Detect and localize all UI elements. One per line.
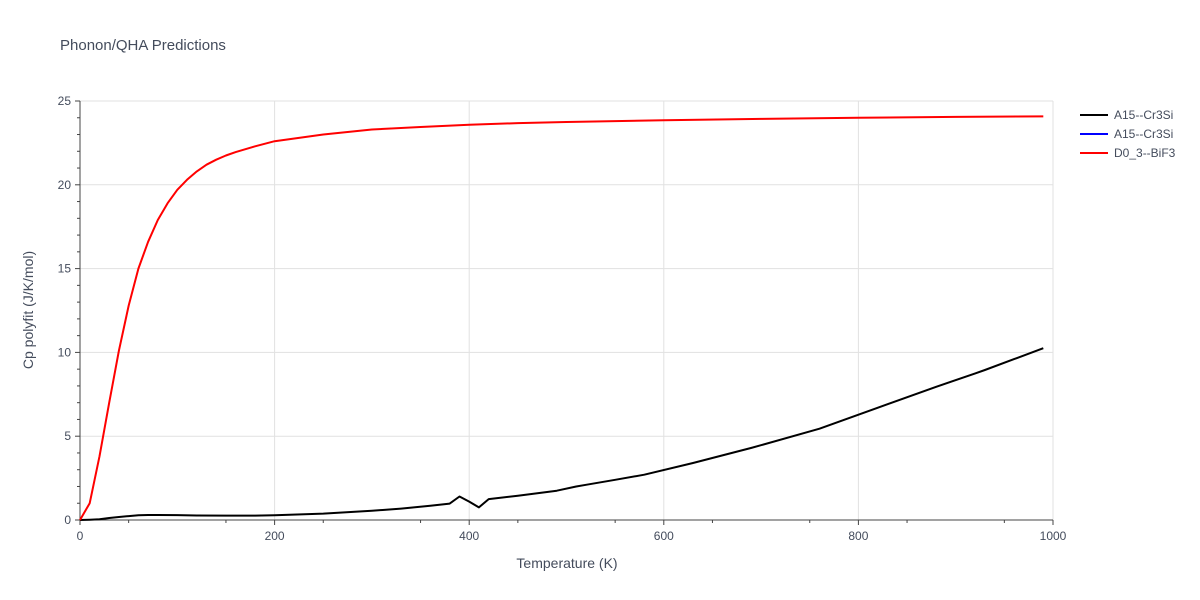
- legend-item-label[interactable]: D0_3--BiF3: [1114, 146, 1176, 160]
- legend[interactable]: A15--Cr3Si A15--Cr3Si D0_3--BiF3: [1080, 108, 1176, 160]
- series-line-2: [79, 115, 1044, 521]
- y-tick-label: 20: [58, 178, 72, 192]
- x-tick-label: 600: [654, 529, 674, 543]
- y-tick-label: 15: [58, 262, 72, 276]
- y-tick-label: 10: [58, 345, 72, 359]
- x-tick-label: 200: [265, 529, 285, 543]
- y-tick-label: 25: [58, 94, 72, 108]
- series-line-0: [79, 347, 1044, 521]
- legend-item-label[interactable]: A15--Cr3Si: [1114, 127, 1173, 141]
- x-tick-label: 0: [77, 529, 84, 543]
- x-tick-label: 800: [848, 529, 868, 543]
- y-tick-label: 0: [64, 513, 71, 527]
- x-axis-title: Temperature (K): [516, 555, 617, 571]
- y-axis-title: Cp polyfit (J/K/mol): [20, 251, 36, 369]
- chart-title: Phonon/QHA Predictions: [60, 37, 226, 54]
- y-tick-label: 5: [64, 429, 71, 443]
- axes: 0 200 400 600 800 1000 0 5 10 15 20 25: [58, 94, 1067, 543]
- legend-item-label[interactable]: A15--Cr3Si: [1114, 108, 1173, 122]
- x-tick-label: 400: [459, 529, 479, 543]
- grid: [80, 100, 1054, 520]
- plot-area: [79, 115, 1044, 521]
- x-tick-label: 1000: [1040, 529, 1067, 543]
